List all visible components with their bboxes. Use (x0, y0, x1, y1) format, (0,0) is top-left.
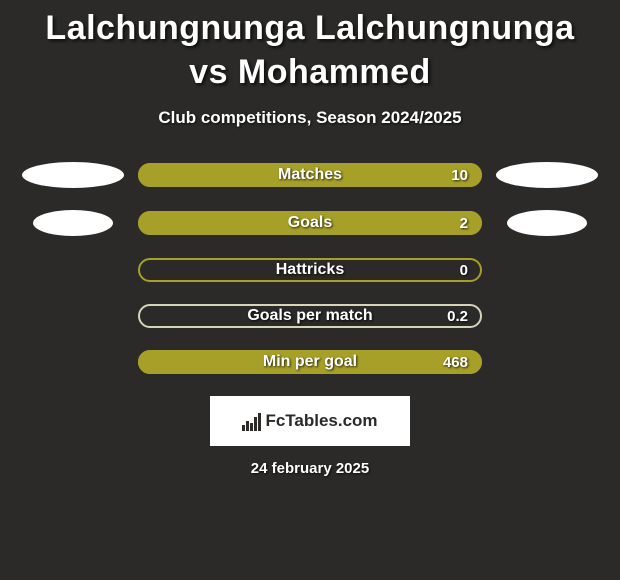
left-ellipse (22, 162, 124, 188)
logo-box: FcTables.com (210, 396, 410, 446)
stat-row: Goals2 (0, 210, 620, 236)
right-ellipse (496, 162, 598, 188)
bar-fill (138, 211, 482, 235)
left-value-slot (8, 162, 138, 188)
stat-row: Hattricks0 (0, 258, 620, 282)
right-value-slot (482, 210, 612, 236)
stat-row: Goals per match0.2 (0, 304, 620, 328)
stat-row: Matches10 (0, 162, 620, 188)
date-label: 24 february 2025 (0, 460, 620, 477)
stat-row: Min per goal468 (0, 350, 620, 374)
stat-bar: Min per goal468 (138, 350, 482, 374)
bar-chart-icon (242, 411, 261, 431)
stat-value: 2 (460, 211, 468, 235)
subtitle: Club competitions, Season 2024/2025 (0, 108, 620, 128)
bar-fill (138, 350, 482, 374)
page-title: Lalchungnunga Lalchungnunga vs Mohammed (0, 6, 620, 94)
stat-bar: Hattricks0 (138, 258, 482, 282)
stat-value: 0.2 (447, 304, 468, 328)
bar-outline (138, 304, 482, 328)
stat-value: 10 (451, 163, 468, 187)
stat-bar: Matches10 (138, 163, 482, 187)
right-value-slot (482, 162, 612, 188)
left-ellipse (33, 210, 113, 236)
comparison-card: Lalchungnunga Lalchungnunga vs Mohammed … (0, 0, 620, 477)
stats-container: Matches10 Goals2 Hattricks0 Goals per match… (0, 162, 620, 374)
stat-bar: Goals2 (138, 211, 482, 235)
bar-fill (138, 163, 482, 187)
logo-text: FcTables.com (265, 411, 377, 431)
bar-outline (138, 258, 482, 282)
stat-bar: Goals per match0.2 (138, 304, 482, 328)
stat-value: 0 (460, 258, 468, 282)
stat-value: 468 (443, 350, 468, 374)
right-ellipse (507, 210, 587, 236)
left-value-slot (8, 210, 138, 236)
